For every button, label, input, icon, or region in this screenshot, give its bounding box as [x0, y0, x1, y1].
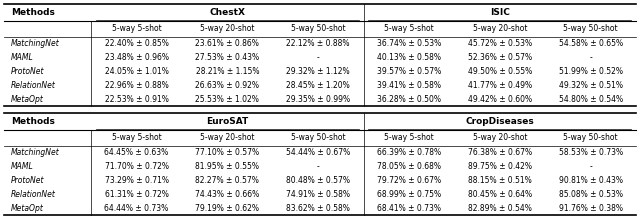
Text: 5-way 5-shot: 5-way 5-shot	[112, 133, 161, 142]
Text: ChestX: ChestX	[209, 8, 245, 17]
Text: 24.05% ± 1.01%: 24.05% ± 1.01%	[105, 67, 168, 76]
Text: 22.53% ± 0.91%: 22.53% ± 0.91%	[105, 95, 168, 104]
Text: 80.48% ± 0.57%: 80.48% ± 0.57%	[286, 176, 350, 185]
Text: 61.31% ± 0.72%: 61.31% ± 0.72%	[105, 190, 168, 199]
Text: CropDiseases: CropDiseases	[465, 117, 534, 126]
Text: RelationNet: RelationNet	[11, 81, 56, 90]
Text: MatchingNet: MatchingNet	[11, 39, 60, 48]
Text: 79.72% ± 0.67%: 79.72% ± 0.67%	[377, 176, 441, 185]
Text: 49.42% ± 0.60%: 49.42% ± 0.60%	[468, 95, 532, 104]
Text: 83.62% ± 0.58%: 83.62% ± 0.58%	[286, 204, 350, 213]
Text: 66.39% ± 0.78%: 66.39% ± 0.78%	[377, 148, 441, 157]
Text: 85.08% ± 0.53%: 85.08% ± 0.53%	[559, 190, 623, 199]
Text: 5-way 20-shot: 5-way 20-shot	[200, 133, 255, 142]
Text: 28.21% ± 1.15%: 28.21% ± 1.15%	[196, 67, 259, 76]
Text: 80.45% ± 0.64%: 80.45% ± 0.64%	[468, 190, 532, 199]
Text: -: -	[317, 53, 319, 62]
Text: 28.45% ± 1.20%: 28.45% ± 1.20%	[286, 81, 350, 90]
Text: ProtoNet: ProtoNet	[11, 176, 44, 185]
Text: MAML: MAML	[11, 162, 34, 171]
Text: 74.91% ± 0.58%: 74.91% ± 0.58%	[286, 190, 350, 199]
Text: 5-way 20-shot: 5-way 20-shot	[472, 133, 527, 142]
Text: 41.77% ± 0.49%: 41.77% ± 0.49%	[468, 81, 532, 90]
Text: 78.05% ± 0.68%: 78.05% ± 0.68%	[377, 162, 441, 171]
Text: 52.36% ± 0.57%: 52.36% ± 0.57%	[468, 53, 532, 62]
Text: MAML: MAML	[11, 53, 34, 62]
Text: 88.15% ± 0.51%: 88.15% ± 0.51%	[468, 176, 532, 185]
Text: 25.53% ± 1.02%: 25.53% ± 1.02%	[195, 95, 259, 104]
Text: 82.89% ± 0.54%: 82.89% ± 0.54%	[468, 204, 532, 213]
Text: 39.57% ± 0.57%: 39.57% ± 0.57%	[377, 67, 441, 76]
Text: 89.75% ± 0.42%: 89.75% ± 0.42%	[468, 162, 532, 171]
Text: 68.99% ± 0.75%: 68.99% ± 0.75%	[377, 190, 441, 199]
Text: 39.41% ± 0.58%: 39.41% ± 0.58%	[377, 81, 441, 90]
Text: 58.53% ± 0.73%: 58.53% ± 0.73%	[559, 148, 623, 157]
Text: 5-way 5-shot: 5-way 5-shot	[384, 133, 434, 142]
Text: 5-way 50-shot: 5-way 50-shot	[291, 24, 346, 33]
Text: 91.76% ± 0.38%: 91.76% ± 0.38%	[559, 204, 623, 213]
Text: 26.63% ± 0.92%: 26.63% ± 0.92%	[195, 81, 259, 90]
Text: 54.80% ± 0.54%: 54.80% ± 0.54%	[559, 95, 623, 104]
Text: 40.13% ± 0.58%: 40.13% ± 0.58%	[377, 53, 441, 62]
Text: 29.32% ± 1.12%: 29.32% ± 1.12%	[286, 67, 350, 76]
Text: 74.43% ± 0.66%: 74.43% ± 0.66%	[195, 190, 260, 199]
Text: 22.96% ± 0.88%: 22.96% ± 0.88%	[105, 81, 168, 90]
Text: 79.19% ± 0.62%: 79.19% ± 0.62%	[195, 204, 259, 213]
Text: 22.40% ± 0.85%: 22.40% ± 0.85%	[105, 39, 168, 48]
Text: Methods: Methods	[11, 8, 55, 17]
Text: 5-way 20-shot: 5-way 20-shot	[472, 24, 527, 33]
Text: 77.10% ± 0.57%: 77.10% ± 0.57%	[195, 148, 259, 157]
Text: ProtoNet: ProtoNet	[11, 67, 44, 76]
Text: EuroSAT: EuroSAT	[206, 117, 248, 126]
Text: 23.61% ± 0.86%: 23.61% ± 0.86%	[195, 39, 259, 48]
Text: Methods: Methods	[11, 117, 55, 126]
Text: 5-way 20-shot: 5-way 20-shot	[200, 24, 255, 33]
Text: -: -	[317, 162, 319, 171]
Text: 64.45% ± 0.63%: 64.45% ± 0.63%	[104, 148, 169, 157]
Text: 5-way 5-shot: 5-way 5-shot	[112, 24, 161, 33]
Text: 45.72% ± 0.53%: 45.72% ± 0.53%	[468, 39, 532, 48]
Text: 5-way 50-shot: 5-way 50-shot	[563, 133, 618, 142]
Text: 82.27% ± 0.57%: 82.27% ± 0.57%	[195, 176, 259, 185]
Text: 49.50% ± 0.55%: 49.50% ± 0.55%	[468, 67, 532, 76]
Text: 76.38% ± 0.67%: 76.38% ± 0.67%	[468, 148, 532, 157]
Text: 5-way 5-shot: 5-way 5-shot	[384, 24, 434, 33]
Text: 54.44% ± 0.67%: 54.44% ± 0.67%	[286, 148, 350, 157]
Text: 5-way 50-shot: 5-way 50-shot	[563, 24, 618, 33]
Text: 64.44% ± 0.73%: 64.44% ± 0.73%	[104, 204, 169, 213]
Text: 22.12% ± 0.88%: 22.12% ± 0.88%	[287, 39, 350, 48]
Text: 5-way 50-shot: 5-way 50-shot	[291, 133, 346, 142]
Text: 54.58% ± 0.65%: 54.58% ± 0.65%	[559, 39, 623, 48]
Text: 71.70% ± 0.72%: 71.70% ± 0.72%	[104, 162, 168, 171]
Text: 51.99% ± 0.52%: 51.99% ± 0.52%	[559, 67, 623, 76]
Text: 36.74% ± 0.53%: 36.74% ± 0.53%	[377, 39, 441, 48]
Text: MetaOpt: MetaOpt	[11, 204, 44, 213]
Text: MatchingNet: MatchingNet	[11, 148, 60, 157]
Text: 27.53% ± 0.43%: 27.53% ± 0.43%	[195, 53, 259, 62]
Text: 90.81% ± 0.43%: 90.81% ± 0.43%	[559, 176, 623, 185]
Text: MetaOpt: MetaOpt	[11, 95, 44, 104]
Text: -: -	[589, 53, 592, 62]
Text: 29.35% ± 0.99%: 29.35% ± 0.99%	[286, 95, 350, 104]
Text: 23.48% ± 0.96%: 23.48% ± 0.96%	[104, 53, 168, 62]
Text: 73.29% ± 0.71%: 73.29% ± 0.71%	[104, 176, 168, 185]
Text: RelationNet: RelationNet	[11, 190, 56, 199]
Text: 81.95% ± 0.55%: 81.95% ± 0.55%	[195, 162, 259, 171]
Text: 36.28% ± 0.50%: 36.28% ± 0.50%	[377, 95, 441, 104]
Text: ISIC: ISIC	[490, 8, 509, 17]
Text: -: -	[589, 162, 592, 171]
Text: 68.41% ± 0.73%: 68.41% ± 0.73%	[377, 204, 441, 213]
Text: 49.32% ± 0.51%: 49.32% ± 0.51%	[559, 81, 623, 90]
